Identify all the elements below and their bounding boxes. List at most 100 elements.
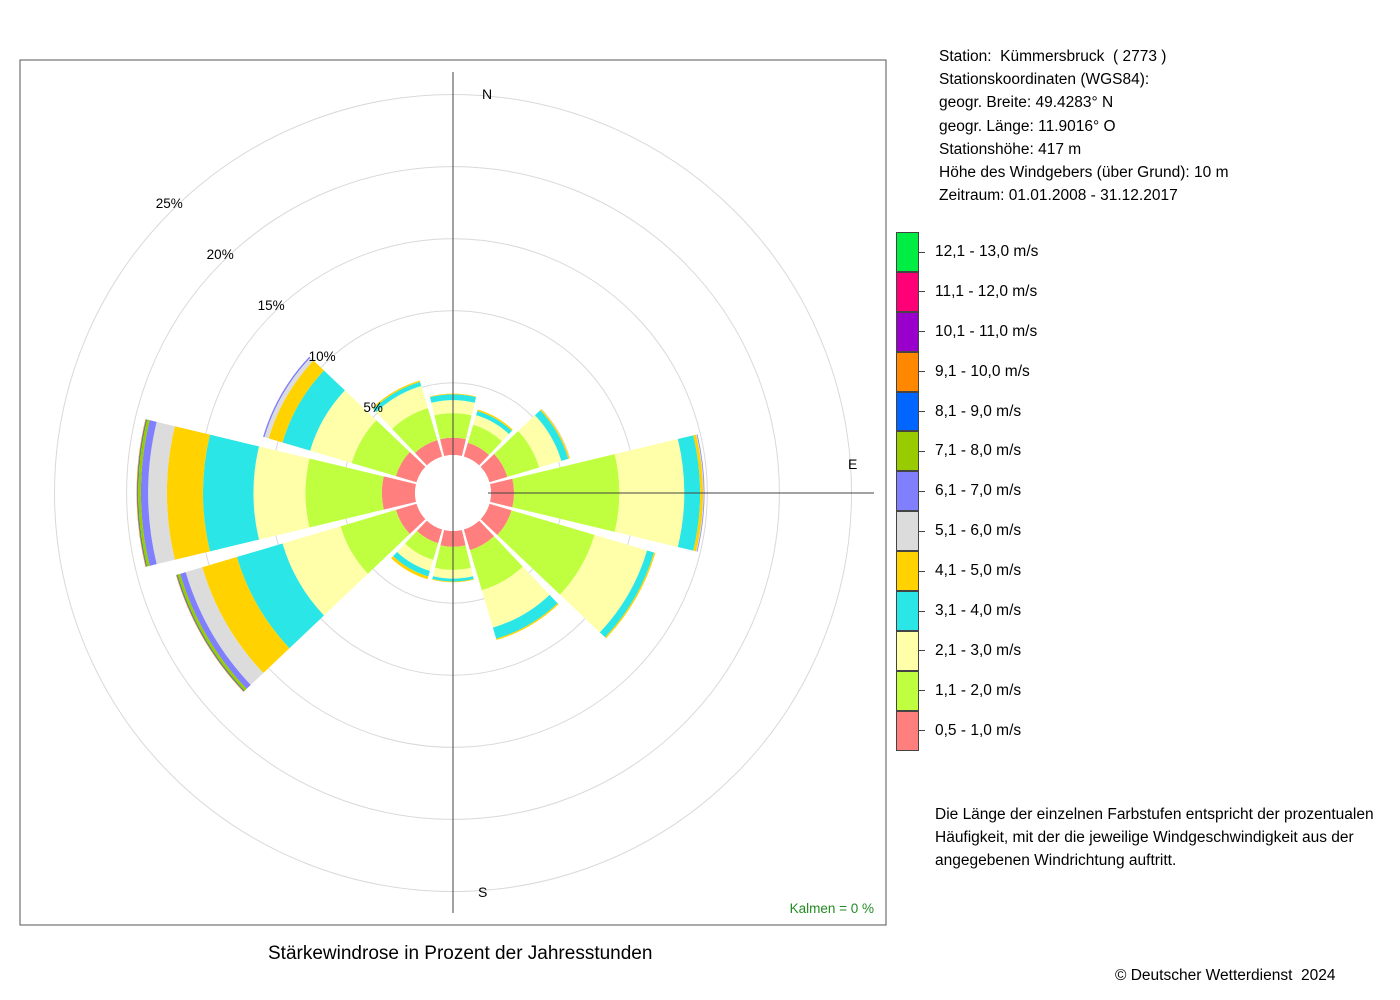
- legend-tick: [919, 331, 925, 333]
- copyright: © Deutscher Wetterdienst 2024: [1115, 967, 1336, 984]
- legend-tick: [919, 570, 925, 572]
- sector-segment: [138, 419, 150, 567]
- legend-tick: [919, 530, 925, 532]
- sector-segment: [391, 556, 429, 580]
- legend-tick: [919, 411, 925, 413]
- legend-item: 4,1 - 5,0 m/s: [896, 551, 1096, 592]
- legend-swatch: [896, 710, 919, 751]
- legend-item: 12,1 - 13,0 m/s: [896, 232, 1096, 272]
- compass-south-label: S: [478, 884, 487, 900]
- legend-label: 7,1 - 8,0 m/s: [935, 442, 1022, 460]
- sector-segment: [480, 453, 508, 483]
- sector-segment: [599, 550, 654, 638]
- legend-item: 3,1 - 4,0 m/s: [896, 591, 1096, 631]
- legend-swatch: [896, 391, 919, 432]
- legend-label: 12,1 - 13,0 m/s: [935, 243, 1039, 260]
- ring-label: 15%: [258, 298, 285, 313]
- sector-segment: [395, 503, 426, 535]
- legend-label: 8,1 - 9,0 m/s: [935, 402, 1022, 420]
- sector-segment: [463, 520, 495, 551]
- sector-segment: [473, 415, 509, 442]
- legend-item: 0,5 - 1,0 m/s: [896, 710, 1096, 751]
- wind-sectors: [136, 356, 705, 692]
- legend-label: 6,1 - 7,0 m/s: [935, 482, 1022, 500]
- sector-segment: [494, 431, 540, 477]
- sensor-height: Höhe des Windgebers (über Grund): 10 m: [939, 164, 1229, 182]
- sector-segment: [560, 534, 648, 633]
- sector-segment: [469, 536, 523, 591]
- sector-segment: [693, 434, 703, 552]
- legend-label: 9,1 - 10,0 m/s: [935, 362, 1030, 380]
- compass-axes: [452, 72, 874, 913]
- explanation-text: Die Länge der einzelnen Farbstufen entsp…: [935, 803, 1395, 872]
- legend-tick: [919, 650, 925, 652]
- legend-label: 0,5 - 1,0 m/s: [935, 721, 1022, 739]
- legend-label: 3,1 - 4,0 m/s: [935, 602, 1022, 620]
- legend-item: 8,1 - 9,0 m/s: [896, 391, 1096, 432]
- calm-label: Kalmen = 0 %: [790, 901, 874, 916]
- sector-segment: [480, 503, 512, 536]
- explanation-line: Die Länge der einzelnen Farbstufen entsp…: [935, 806, 1374, 823]
- legend-item: 1,1 - 2,0 m/s: [896, 670, 1096, 711]
- legend-tick: [919, 450, 925, 452]
- sector-segment: [282, 526, 368, 616]
- legend-item: 2,1 - 3,0 m/s: [896, 630, 1096, 671]
- station-info: Station: Kümmersbruck ( 2773 ) Stationsk…: [939, 45, 1228, 207]
- sector-segment: [518, 415, 562, 468]
- legend-swatch: [896, 591, 919, 631]
- legend-label: 5,1 - 6,0 m/s: [935, 522, 1022, 540]
- ring-label: 25%: [156, 196, 183, 211]
- sector-segment: [696, 434, 705, 552]
- legend-label: 2,1 - 3,0 m/s: [935, 641, 1022, 659]
- legend-label: 11,1 - 12,0 m/s: [935, 282, 1038, 300]
- sector-segment: [540, 409, 570, 459]
- sector-segment: [476, 410, 512, 435]
- ring-labels: 5% 10% 15% 20% 25%: [156, 196, 383, 415]
- elevation: Stationshöhe: 417 m: [939, 140, 1082, 158]
- legend-item: 7,1 - 8,0 m/s: [896, 431, 1096, 472]
- sector-segment: [467, 424, 502, 455]
- sector-segment: [393, 551, 430, 577]
- legend-swatch: [896, 311, 919, 352]
- legend-item: 11,1 - 12,0 m/s: [896, 271, 1096, 312]
- sector-segment: [166, 426, 210, 560]
- sector-segment: [253, 446, 310, 540]
- legend-tick: [919, 251, 925, 253]
- legend-item: 10,1 - 11,0 m/s: [896, 311, 1096, 352]
- legend-swatch: [896, 551, 919, 592]
- explanation-line: Häufigkeit, mit der die jeweilige Windge…: [935, 829, 1354, 846]
- sector-segment: [534, 410, 569, 461]
- legend-swatch: [896, 630, 919, 671]
- ring-label: 10%: [309, 349, 336, 364]
- sector-segment: [416, 520, 443, 544]
- sector-segment: [463, 442, 490, 466]
- sector-segment: [340, 509, 410, 574]
- compass-east-label: E: [848, 456, 857, 472]
- legend-swatch: [896, 431, 919, 472]
- legend-tick: [919, 371, 925, 373]
- legend-item: 6,1 - 7,0 m/s: [896, 471, 1096, 512]
- ring-label: 20%: [207, 247, 234, 262]
- legend-item: 9,1 - 10,0 m/s: [896, 351, 1096, 392]
- longitude: geogr. Länge: 11.9016° O: [939, 117, 1116, 135]
- latitude: geogr. Breite: 49.4283° N: [939, 94, 1114, 112]
- legend-swatch: [896, 471, 919, 512]
- sector-segment: [696, 434, 704, 552]
- sector-segment: [395, 451, 426, 483]
- legend-swatch: [896, 511, 919, 552]
- sector-segment: [432, 579, 474, 583]
- ring-label: 5%: [363, 400, 383, 415]
- sector-segment: [497, 510, 595, 595]
- sector-segment: [376, 386, 428, 429]
- sector-segment: [141, 420, 157, 566]
- compass-north-label: N: [482, 86, 492, 102]
- sector-segment: [414, 439, 443, 466]
- sector-segment: [477, 409, 513, 431]
- coords-heading: Stationskoordinaten (WGS84):: [939, 71, 1150, 89]
- sector-segment: [264, 357, 314, 439]
- legend-swatch: [896, 351, 919, 392]
- sector-segment: [136, 419, 147, 567]
- sector-segment: [429, 393, 477, 398]
- station-name: Station: Kümmersbruck ( 2773 ): [939, 48, 1167, 65]
